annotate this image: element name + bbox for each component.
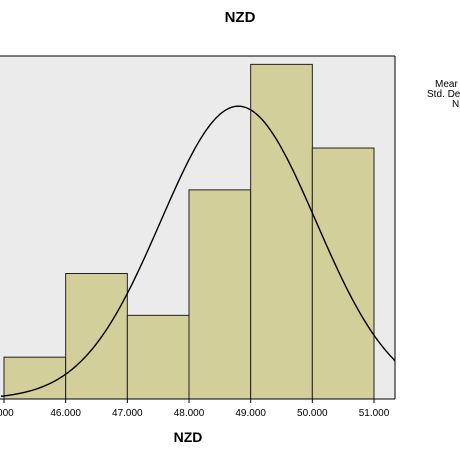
- stats-label: Std. De: [427, 89, 460, 100]
- x-tick-label: 48.000: [174, 408, 205, 419]
- x-axis-label: NZD: [174, 429, 203, 445]
- x-tick-label: 47.000: [112, 408, 143, 419]
- histogram-bar-2: [65, 273, 128, 400]
- x-tick-label: 51.000: [359, 408, 390, 419]
- histogram-bar-3: [126, 314, 190, 400]
- stats-label: N: [452, 99, 459, 110]
- normal-curve: [0, 105, 396, 397]
- histogram-bar-5: [250, 63, 313, 400]
- histogram-bar-4: [188, 189, 252, 400]
- histogram-bar-6: [311, 147, 375, 400]
- x-tick-label: 49.000: [235, 408, 266, 419]
- histogram-bar-1: [3, 356, 67, 400]
- chart-title: NZD: [225, 9, 256, 26]
- x-tick-label: 46.000: [50, 408, 81, 419]
- x-tick-label: .000: [0, 408, 14, 419]
- x-tick-label: 50.000: [297, 408, 328, 419]
- stats-label: Mear: [435, 79, 458, 90]
